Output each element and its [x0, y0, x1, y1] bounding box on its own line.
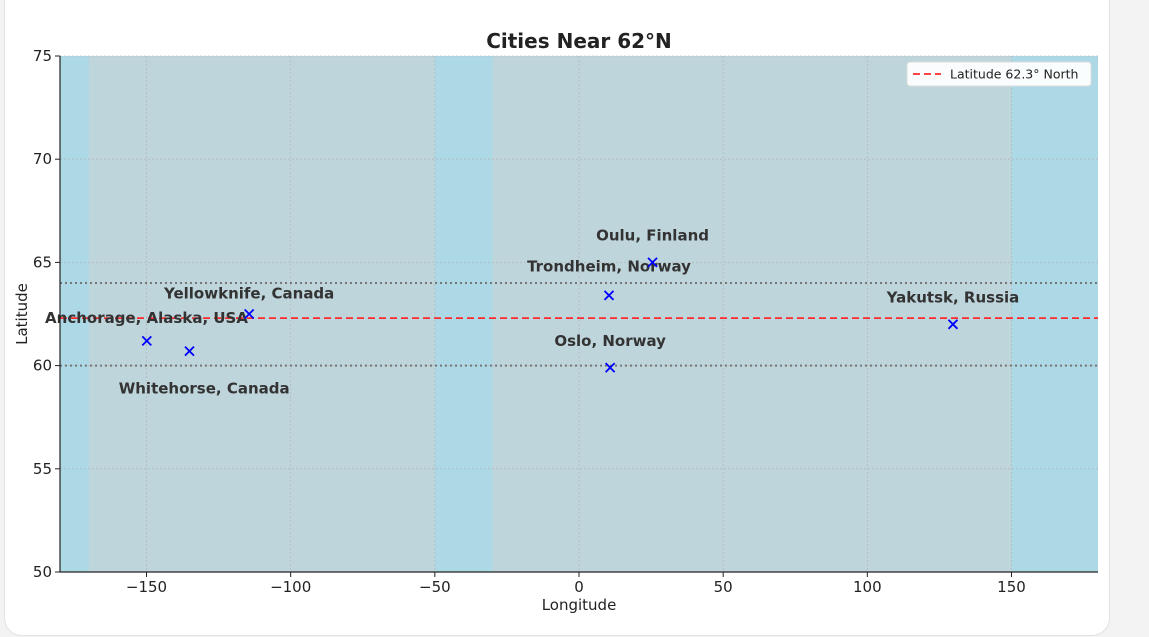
x-tick-label: −100: [270, 578, 311, 596]
x-tick-label: −50: [419, 578, 451, 596]
legend: Latitude 62.3° North: [906, 61, 1092, 87]
point-label: Yellowknife, Canada: [163, 284, 334, 302]
point-label: Trondheim, Norway: [527, 258, 691, 276]
point-marker: [603, 290, 615, 301]
legend-box: [906, 61, 1092, 87]
x-tick-label: 100: [853, 578, 882, 596]
point-marker: [244, 308, 255, 320]
y-axis-label: Latitude: [13, 283, 31, 345]
ocean-band-3: [1011, 56, 1098, 572]
data-points: Anchorage, Alaska, USA Whitehorse, Canada…: [45, 227, 1019, 398]
y-tick-label: 70: [33, 150, 52, 168]
y-tick-label: 60: [33, 357, 52, 375]
point-label: Oslo, Norway: [554, 332, 666, 350]
axes: −150 −100 −50 0 50 100 150 50 55 60 65 70 75: [33, 47, 1098, 596]
x-axis-label: Longitude: [542, 596, 617, 614]
marker-stroke: [647, 257, 658, 268]
legend-label: Latitude 62.3° North: [950, 67, 1078, 82]
point-marker: [647, 257, 658, 268]
y-tick-label: 55: [33, 460, 52, 478]
point-label: Yakutsk, Russia: [886, 288, 1020, 306]
marker-stroke: [244, 308, 255, 320]
chart-title: Cities Near 62°N: [486, 29, 672, 53]
ocean-band-1: [60, 56, 89, 572]
point-marker: [141, 335, 152, 346]
point-label: Oulu, Finland: [596, 227, 709, 245]
point-marker: [605, 362, 616, 373]
marker-stroke: [603, 290, 615, 301]
y-tick-label: 75: [33, 47, 52, 65]
point-label: Whitehorse, Canada: [119, 379, 290, 397]
x-tick-label: 0: [574, 578, 584, 596]
y-tick-label: 65: [33, 253, 52, 271]
point-label: Anchorage, Alaska, USA: [45, 309, 248, 327]
x-tick-label: −150: [126, 578, 167, 596]
x-tick-label: 150: [997, 578, 1026, 596]
x-tick-label: 50: [714, 578, 733, 596]
latitude-bounds: [60, 282, 1098, 367]
ocean-band-2: [434, 56, 493, 572]
marker-stroke: [947, 319, 959, 330]
y-tick-label: 50: [33, 563, 52, 581]
marker-stroke: [184, 346, 195, 357]
marker-stroke: [141, 335, 152, 346]
marker-stroke: [605, 362, 616, 373]
point-marker: [184, 346, 195, 357]
point-marker: [947, 319, 959, 330]
